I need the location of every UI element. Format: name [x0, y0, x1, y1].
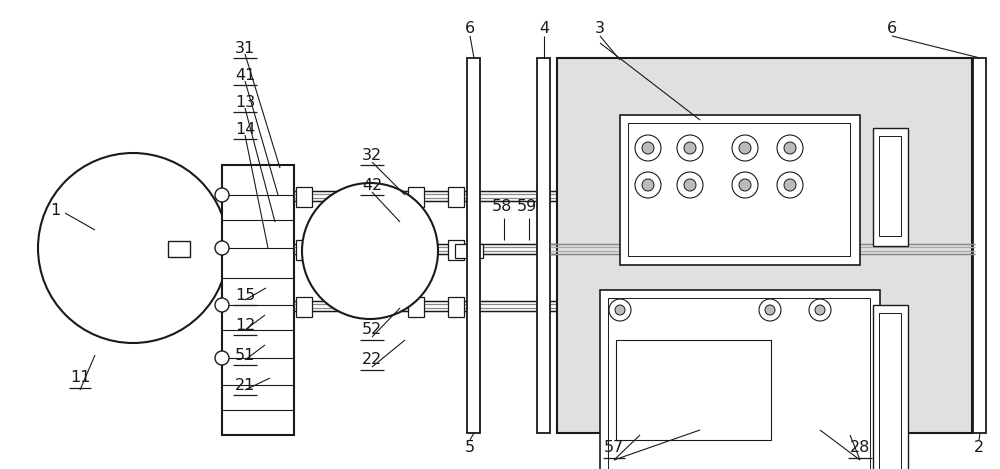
Bar	[879, 313, 901, 469]
Text: 4: 4	[539, 21, 549, 36]
Text: 42: 42	[362, 177, 382, 192]
Circle shape	[38, 153, 228, 343]
Circle shape	[815, 305, 825, 315]
Text: 57: 57	[604, 440, 624, 455]
Text: 22: 22	[362, 353, 382, 368]
Circle shape	[765, 305, 775, 315]
Bar	[448, 240, 464, 260]
Bar	[448, 187, 464, 207]
Bar	[467, 58, 480, 433]
Circle shape	[635, 135, 661, 161]
Bar	[628, 123, 850, 256]
Circle shape	[635, 172, 661, 198]
Text: 1: 1	[50, 203, 60, 218]
Circle shape	[784, 142, 796, 154]
Circle shape	[732, 135, 758, 161]
Text: 59: 59	[517, 198, 537, 213]
Circle shape	[677, 172, 703, 198]
Text: 6: 6	[465, 21, 475, 36]
Circle shape	[777, 172, 803, 198]
Text: 13: 13	[235, 94, 255, 109]
Bar	[222, 165, 294, 435]
Circle shape	[784, 179, 796, 191]
Bar	[296, 297, 312, 317]
Text: 11: 11	[70, 371, 90, 386]
Bar	[600, 290, 880, 469]
Text: 14: 14	[235, 121, 255, 136]
Bar	[408, 187, 424, 207]
Circle shape	[677, 135, 703, 161]
Bar	[408, 297, 424, 317]
Circle shape	[684, 179, 696, 191]
Circle shape	[609, 299, 631, 321]
Circle shape	[777, 135, 803, 161]
Bar	[408, 240, 424, 260]
Bar	[557, 58, 972, 433]
Text: 41: 41	[235, 68, 255, 83]
Bar	[879, 136, 901, 236]
Circle shape	[739, 179, 751, 191]
Circle shape	[809, 299, 831, 321]
Circle shape	[759, 299, 781, 321]
Bar	[537, 58, 550, 433]
Bar	[620, 115, 860, 265]
Circle shape	[642, 142, 654, 154]
Circle shape	[739, 142, 751, 154]
Circle shape	[215, 188, 229, 202]
Text: 3: 3	[595, 21, 605, 36]
Circle shape	[732, 172, 758, 198]
Circle shape	[215, 351, 229, 365]
Circle shape	[642, 179, 654, 191]
Bar	[608, 298, 870, 469]
Circle shape	[215, 298, 229, 312]
Text: 52: 52	[362, 323, 382, 338]
Bar	[455, 244, 477, 258]
Bar	[296, 187, 312, 207]
Bar	[873, 305, 908, 469]
Text: 5: 5	[465, 440, 475, 455]
Bar	[168, 241, 190, 257]
Bar	[873, 128, 908, 246]
Circle shape	[302, 183, 438, 319]
Bar	[973, 58, 986, 433]
Bar	[296, 240, 312, 260]
Bar	[467, 244, 483, 258]
Circle shape	[615, 305, 625, 315]
Text: 15: 15	[235, 287, 255, 303]
Circle shape	[684, 142, 696, 154]
Bar	[616, 340, 771, 440]
Text: 21: 21	[235, 378, 255, 393]
Text: 32: 32	[362, 147, 382, 162]
Text: 2: 2	[974, 440, 984, 455]
Text: 31: 31	[235, 40, 255, 55]
Text: 6: 6	[887, 21, 897, 36]
Text: 12: 12	[235, 318, 255, 333]
Bar	[448, 297, 464, 317]
Text: 28: 28	[850, 440, 870, 455]
Text: 58: 58	[492, 198, 512, 213]
Circle shape	[215, 241, 229, 255]
Text: 51: 51	[235, 348, 255, 363]
